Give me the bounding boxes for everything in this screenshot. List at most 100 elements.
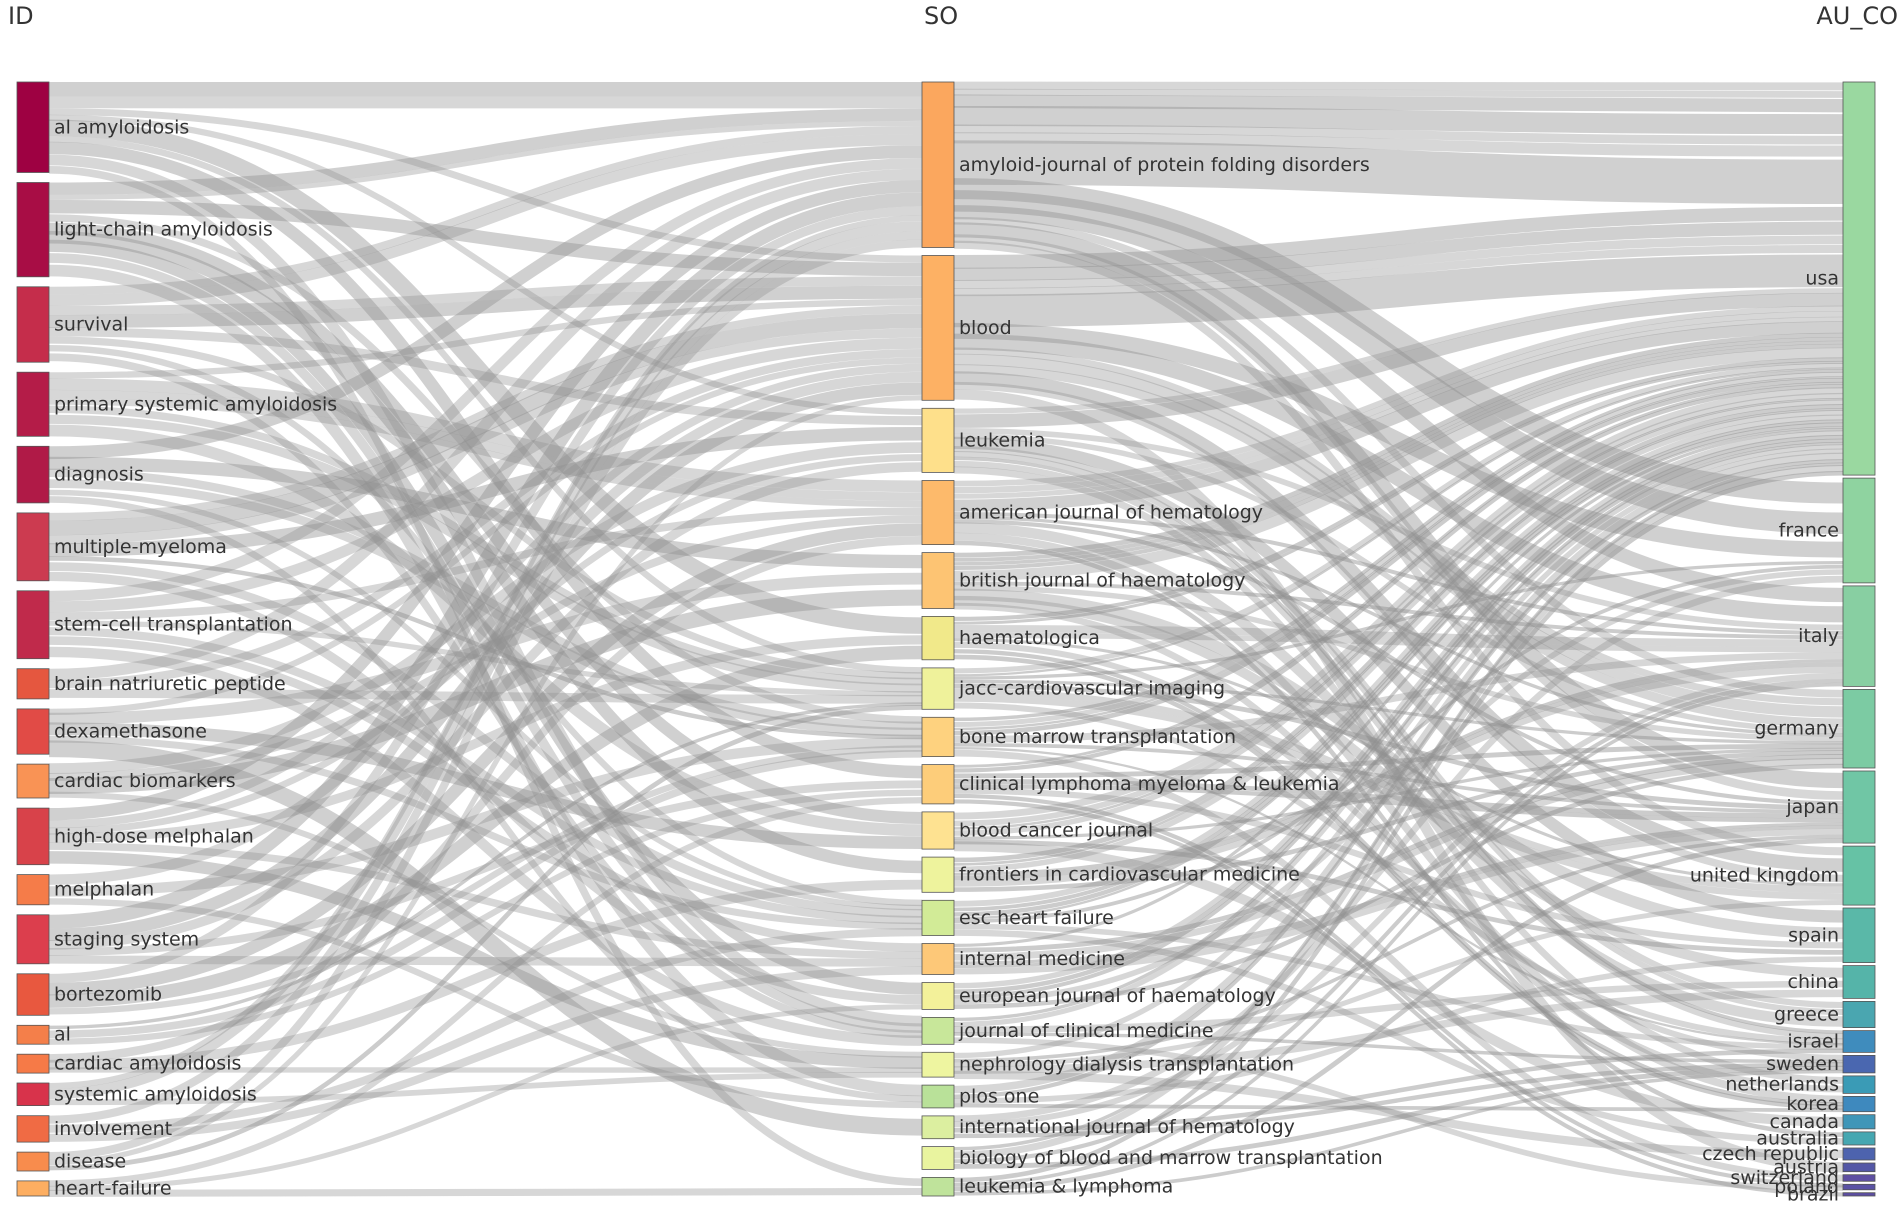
node-high-dose-melphalan[interactable] — [16, 807, 50, 866]
node-frontiers-in-cardiovascular-medicine[interactable] — [921, 856, 955, 893]
node-journal-of-clinical-medicine[interactable] — [921, 1017, 955, 1045]
node-label: haematologica — [959, 627, 1100, 649]
node-biology-of-blood-and-marrow-transplantation[interactable] — [921, 1146, 955, 1170]
node-haematologica[interactable] — [921, 616, 955, 661]
node-korea[interactable] — [1842, 1096, 1876, 1113]
flow-link — [953, 235, 1844, 289]
flow-link — [48, 1071, 923, 1106]
node-stem-cell-transplantation[interactable] — [16, 590, 50, 660]
node-nephrology-dialysis-transplantation[interactable] — [921, 1051, 955, 1078]
node-blood[interactable] — [921, 255, 955, 401]
flow-link — [48, 1187, 923, 1197]
node-greece[interactable] — [1842, 1001, 1876, 1029]
node-label: leukemia & lymphoma — [959, 1176, 1173, 1198]
node-netherlands[interactable] — [1842, 1075, 1876, 1094]
flow-link — [48, 125, 923, 295]
flow-link — [953, 448, 1844, 1059]
node-heart-failure[interactable] — [16, 1180, 50, 1197]
node-label: disease — [54, 1151, 126, 1173]
node-al-amyloidosis[interactable] — [16, 81, 50, 173]
flow-link — [48, 745, 923, 1015]
node-jacc-cardiovascular-imaging[interactable] — [921, 667, 955, 710]
flow-link — [953, 357, 1844, 621]
node-bone-marrow-transplantation[interactable] — [921, 716, 955, 757]
node-poland[interactable] — [1842, 1183, 1876, 1191]
flow-link — [953, 445, 1844, 1009]
node-involvement[interactable] — [16, 1115, 50, 1143]
node-internal-medicine[interactable] — [921, 943, 955, 975]
node-al[interactable] — [16, 1024, 50, 1045]
node-czech-republic[interactable] — [1842, 1147, 1876, 1161]
flow-link — [953, 822, 1844, 965]
node-primary-systemic-amyloidosis[interactable] — [16, 371, 50, 437]
node-label: blood — [959, 317, 1012, 339]
node-amyloid-journal-of-protein-folding-disorders[interactable] — [921, 81, 955, 248]
node-label: netherlands — [1725, 1074, 1839, 1096]
flow-link — [48, 135, 923, 674]
flow-link — [48, 414, 923, 693]
node-brain-natriuretic-peptide[interactable] — [16, 668, 50, 700]
flow-link — [953, 414, 1844, 907]
node-australia[interactable] — [1842, 1131, 1876, 1146]
node-staging-system[interactable] — [16, 914, 50, 965]
node-leukemia[interactable] — [921, 407, 955, 473]
node-brazil[interactable] — [1842, 1192, 1876, 1197]
node-clinical-lymphoma-myeloma-leukemia[interactable] — [921, 764, 955, 805]
node-germany[interactable] — [1842, 689, 1876, 769]
node-british-journal-of-haematology[interactable] — [921, 552, 955, 609]
node-label: plos one — [959, 1086, 1039, 1108]
node-sweden[interactable] — [1842, 1055, 1876, 1074]
node-bortezomib[interactable] — [16, 973, 50, 1016]
node-china[interactable] — [1842, 965, 1876, 999]
flow-link — [953, 190, 1844, 535]
node-usa[interactable] — [1842, 81, 1876, 476]
node-multiple-myeloma[interactable] — [16, 512, 50, 582]
node-japan[interactable] — [1842, 770, 1876, 844]
node-disease[interactable] — [16, 1151, 50, 1172]
flow-link — [953, 564, 1844, 924]
node-switzerland[interactable] — [1842, 1174, 1876, 1182]
node-diagnosis[interactable] — [16, 445, 50, 504]
node-cardiac-amyloidosis[interactable] — [16, 1053, 50, 1074]
node-israel[interactable] — [1842, 1030, 1876, 1053]
flow-link — [48, 328, 923, 545]
node-esc-heart-failure[interactable] — [921, 899, 955, 936]
node-blood-cancer-journal[interactable] — [921, 811, 955, 850]
flow-link — [48, 108, 923, 195]
flow-link — [48, 134, 923, 306]
node-european-journal-of-haematology[interactable] — [921, 982, 955, 1010]
node-melphalan[interactable] — [16, 874, 50, 906]
flow-link — [48, 230, 923, 874]
node-international-journal-of-hematology[interactable] — [921, 1115, 955, 1140]
node-american-journal-of-hematology[interactable] — [921, 480, 955, 545]
flow-link — [953, 403, 1844, 863]
node-canada[interactable] — [1842, 1114, 1876, 1130]
node-cardiac-biomarkers[interactable] — [16, 763, 50, 799]
flow-link — [953, 222, 1844, 789]
flow-link — [48, 239, 923, 1160]
node-spain[interactable] — [1842, 907, 1876, 963]
node-plos-one[interactable] — [921, 1084, 955, 1109]
flow-link — [953, 460, 1844, 1040]
node-united-kingdom[interactable] — [1842, 845, 1876, 906]
node-austria[interactable] — [1842, 1162, 1876, 1173]
node-label: usa — [1805, 268, 1839, 290]
flow-link — [953, 588, 1844, 940]
flow-link — [48, 515, 923, 781]
flow-link — [953, 371, 1844, 728]
flow-link — [48, 507, 923, 620]
node-systemic-amyloidosis[interactable] — [16, 1082, 50, 1107]
flow-link — [953, 292, 1844, 428]
flow-link — [48, 371, 923, 885]
node-dexamethasone[interactable] — [16, 708, 50, 755]
node-italy[interactable] — [1842, 585, 1876, 687]
node-survival[interactable] — [16, 286, 50, 363]
flow-link — [953, 363, 1844, 674]
flow-link — [48, 462, 923, 950]
node-light-chain-amyloidosis[interactable] — [16, 182, 50, 278]
node-leukemia-lymphoma[interactable] — [921, 1177, 955, 1197]
node-france[interactable] — [1842, 477, 1876, 584]
node-label: switzerland — [1730, 1167, 1839, 1189]
flow-link — [48, 705, 923, 1171]
